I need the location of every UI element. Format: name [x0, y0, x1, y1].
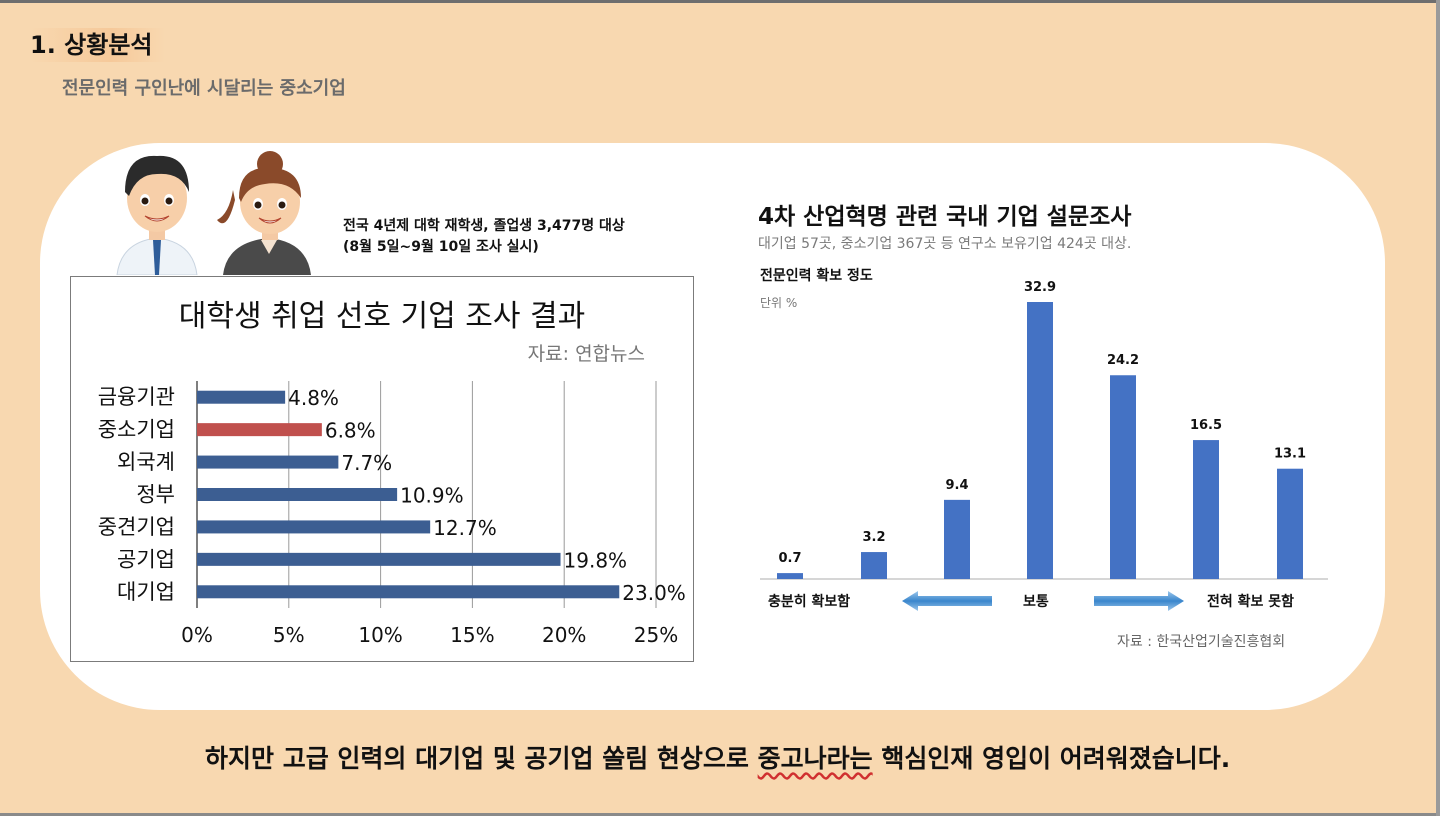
preference-bar [197, 585, 620, 599]
preference-category-label: 중견기업 [98, 515, 175, 539]
preference-xtick-label: 20% [542, 623, 586, 647]
survey-chart-subtitle: 대기업 57곳, 중소기업 367곳 등 연구소 보유기업 424곳 대상. [758, 236, 1132, 252]
preference-xtick-label: 5% [273, 623, 305, 647]
preference-chart-plot: 0% 5% 10% 15% 20% 25% 금융기관 4.8% 중소기업 6.8% 외국계 7.7% 정… [98, 381, 686, 647]
preference-value-label: 12.7% [433, 516, 497, 540]
survey-bar [861, 552, 887, 579]
preference-bar [197, 520, 431, 534]
preference-bar [197, 390, 286, 404]
conclusion-spellcheck-word[interactable]: 중고나라는 [757, 744, 873, 773]
preference-chart-source: 자료: 연합뉴스 [527, 343, 645, 365]
preference-bar [197, 552, 561, 566]
conclusion-text-before: 하지만 고급 인력의 대기업 및 공기업 쏠림 현상으로 [205, 744, 758, 773]
survey-bar [944, 499, 970, 579]
survey-bar [777, 573, 803, 579]
preference-category-label: 금융기관 [98, 385, 175, 409]
survey-value-label: 32.9 [1024, 280, 1056, 295]
survey-note-line2: (8월 5일~9월 10일 조사 실시) [343, 239, 539, 255]
preference-bar [197, 423, 322, 437]
right-border [1436, 0, 1440, 816]
survey-value-label: 24.2 [1107, 353, 1139, 368]
preference-value-label: 6.8% [325, 419, 376, 443]
axis-middle-label: 보통 [1023, 594, 1049, 610]
survey-bar [1110, 375, 1136, 579]
preference-bar [197, 455, 339, 469]
preference-value-label: 10.9% [400, 484, 464, 508]
survey-value-label: 0.7 [778, 551, 801, 566]
survey-note: 전국 4년제 대학 재학생, 졸업생 3,477명 대상 (8월 5일~9월 1… [343, 216, 625, 258]
survey-value-label: 9.4 [945, 478, 968, 493]
female-student-illustration [217, 151, 311, 275]
survey-value-label: 13.1 [1274, 447, 1306, 462]
left-arrow-icon [902, 591, 992, 611]
survey-chart-label: 전문인력 확보 정도 [760, 268, 873, 284]
survey-chart-plot: 0.7 3.2 9.4 32.9 24.2 16.5 13.1 [760, 280, 1328, 580]
preference-bar [197, 488, 398, 501]
section-heading: 1. 상황분석 [30, 28, 165, 62]
survey-value-label: 16.5 [1190, 418, 1222, 433]
preference-value-label: 4.8% [288, 386, 339, 410]
conclusion-text: 하지만 고급 인력의 대기업 및 공기업 쏠림 현상으로 중고나라는 핵심인재 … [205, 739, 1230, 775]
preference-xtick-label: 10% [358, 623, 402, 647]
preference-xtick-label: 0% [181, 623, 213, 647]
preference-value-label: 23.0% [622, 581, 686, 605]
survey-chart-source: 자료 : 한국산업기술진흥협회 [1117, 634, 1286, 650]
right-arrow-icon [1094, 591, 1184, 611]
preference-category-label: 중소기업 [98, 418, 175, 442]
survey-bar [1027, 302, 1053, 579]
survey-note-line1: 전국 4년제 대학 재학생, 졸업생 3,477명 대상 [343, 218, 625, 234]
preference-category-label: 외국계 [117, 450, 175, 474]
male-student-illustration [116, 155, 198, 275]
axis-left-label: 충분히 확보함 [768, 594, 851, 610]
bottom-border [0, 813, 1440, 816]
preference-category-label: 대기업 [117, 580, 175, 604]
survey-bar [1193, 440, 1219, 579]
preference-category-label: 공기업 [117, 547, 175, 571]
axis-right-label: 전혀 확보 못함 [1207, 594, 1295, 610]
survey-chart-title: 4차 산업혁명 관련 국내 기업 설문조사 [758, 204, 1132, 230]
preference-value-label: 7.7% [341, 451, 392, 475]
conclusion-text-after: 핵심인재 영입이 어려워졌습니다. [872, 744, 1231, 773]
preference-value-label: 19.8% [564, 548, 628, 572]
preference-chart-title: 대학생 취업 선호 기업 조사 결과 [178, 299, 586, 334]
preference-xtick-label: 25% [634, 623, 678, 647]
survey-value-label: 3.2 [862, 530, 885, 545]
section-subheading: 전문인력 구인난에 시달리는 중소기업 [62, 78, 346, 99]
survey-chart-unit: 단위 % [760, 296, 798, 310]
top-border [0, 0, 1440, 3]
preference-xtick-label: 15% [450, 623, 494, 647]
preference-category-label: 정부 [136, 483, 175, 507]
preference-chart: 대학생 취업 선호 기업 조사 결과 자료: 연합뉴스 0% 5% 10% 15% 20… [70, 276, 694, 662]
survey-bar [1277, 468, 1303, 579]
